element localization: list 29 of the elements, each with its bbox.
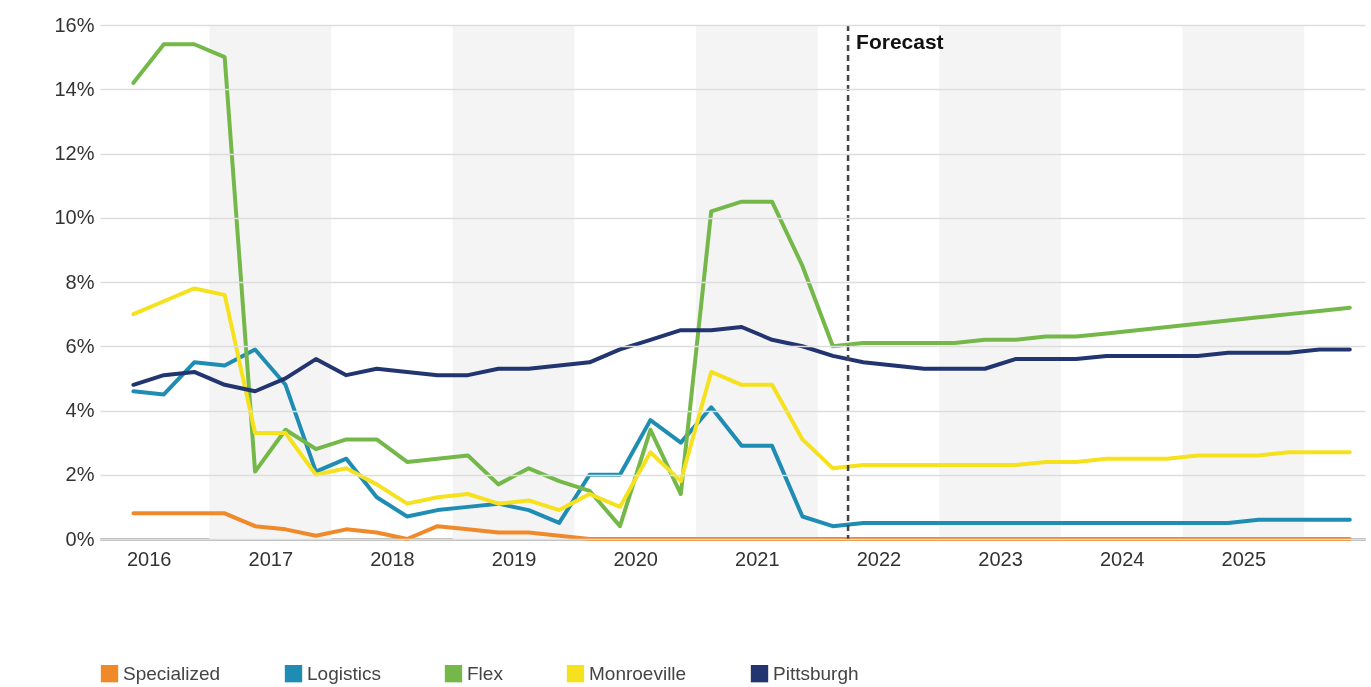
x-tick-label: 2024 [1099, 547, 1145, 570]
y-tick-label: 6% [65, 334, 95, 357]
line-series [131, 511, 1352, 541]
x-tick-label: 2021 [735, 547, 780, 570]
y-tick-label: 16% [54, 13, 95, 36]
legend-label: Flex [467, 662, 504, 684]
line-series [131, 324, 1352, 394]
line-series [131, 347, 1352, 529]
x-tick-label: 2018 [370, 547, 415, 570]
y-tick-label: 0% [65, 527, 95, 550]
y-tick-label: 14% [54, 77, 95, 100]
x-tick-label: 2016 [126, 547, 172, 570]
legend-label: Specialized [123, 662, 221, 684]
y-tick-label: 12% [54, 142, 95, 164]
legend-label: Pittsburgh [773, 662, 859, 684]
x-tick-label: 2020 [613, 547, 658, 570]
x-tick-label: 2023 [978, 547, 1023, 570]
y-tick-label: 8% [65, 270, 95, 293]
x-tick-label: 2025 [1221, 547, 1267, 570]
ref-line-label: Forecast [856, 30, 944, 53]
x-tick-label: 2017 [248, 547, 294, 570]
y-tick-label: 4% [65, 399, 95, 421]
y-tick-label: 10% [54, 206, 95, 229]
x-tick-label: 2019 [491, 547, 537, 570]
y-tick-label: 2% [65, 463, 95, 486]
legend-label: Logistics [307, 662, 381, 684]
legend-label: Monroeville [589, 662, 687, 684]
line-series [131, 286, 1352, 513]
x-tick-label: 2022 [856, 547, 902, 570]
